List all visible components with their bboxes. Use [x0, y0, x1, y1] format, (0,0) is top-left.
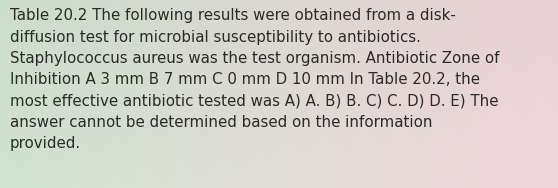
- Text: Table 20.2 The following results were obtained from a disk-
diffusion test for m: Table 20.2 The following results were ob…: [10, 8, 499, 151]
